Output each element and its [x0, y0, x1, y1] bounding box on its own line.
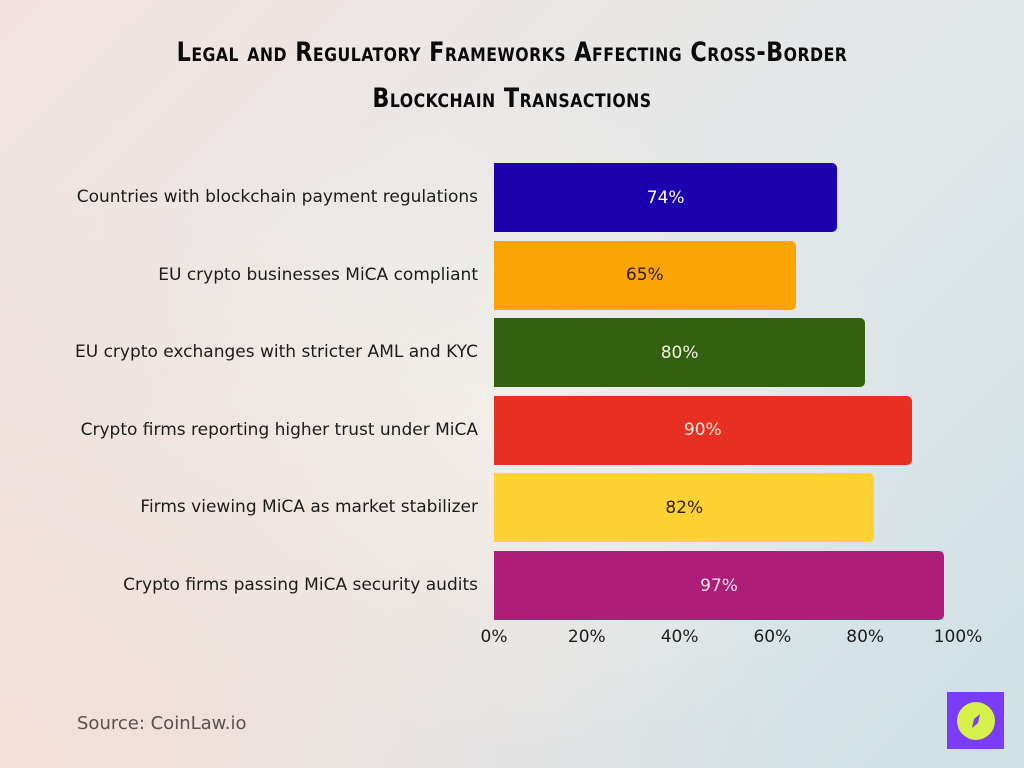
bar: 82%	[494, 473, 875, 543]
bar-row: Countries with blockchain payment regula…	[0, 163, 1024, 232]
brand-logo	[947, 692, 1004, 749]
bar: 65%	[494, 240, 796, 310]
title-line-1: Legal and Regulatory Frameworks Affectin…	[176, 37, 848, 68]
title-line-2: Blockchain Transactions	[372, 83, 652, 114]
x-tick-label: 40%	[660, 627, 699, 647]
category-label: Countries with blockchain payment regula…	[76, 187, 478, 207]
category-label: Firms viewing MiCA as market stabilizer	[140, 497, 478, 518]
bar-row: EU crypto businesses MiCA compliant 65%	[0, 240, 1024, 310]
category-label: EU crypto businesses MiCA compliant	[158, 264, 478, 285]
bar: 74%	[494, 163, 838, 232]
bar: 80%	[494, 318, 866, 388]
category-label: EU crypto exchanges with stricter AML an…	[75, 342, 478, 363]
bar-value-label: 90%	[683, 420, 722, 441]
bar-value-label: 82%	[665, 497, 704, 518]
x-tick-label: 60%	[753, 627, 792, 647]
bar-row: Crypto firms reporting higher trust unde…	[0, 395, 1024, 465]
bar-row: Firms viewing MiCA as market stabilizer 8…	[0, 473, 1024, 543]
x-tick-label: 100%	[933, 627, 983, 647]
bar: 97%	[494, 551, 945, 620]
bar-row: EU crypto exchanges with stricter AML an…	[0, 318, 1024, 388]
x-tick-label: 80%	[846, 627, 885, 647]
source-credit: Source: CoinLaw.io	[77, 713, 247, 734]
category-label: Crypto firms reporting higher trust unde…	[80, 419, 478, 440]
chart-title: Legal and Regulatory Frameworks Affectin…	[41, 30, 983, 122]
x-tick-label: 20%	[567, 627, 606, 647]
compass-icon	[956, 701, 995, 740]
bar-row: Crypto firms passing MiCA security audit…	[0, 551, 1024, 620]
bar-value-label: 80%	[660, 342, 699, 363]
bar-value-label: 97%	[700, 575, 738, 596]
bar-value-label: 74%	[646, 187, 685, 208]
bar: 90%	[494, 395, 912, 465]
x-tick-label: 0%	[480, 627, 508, 647]
category-label: Crypto firms passing MiCA security audit…	[123, 575, 478, 595]
bar-value-label: 65%	[625, 265, 664, 286]
